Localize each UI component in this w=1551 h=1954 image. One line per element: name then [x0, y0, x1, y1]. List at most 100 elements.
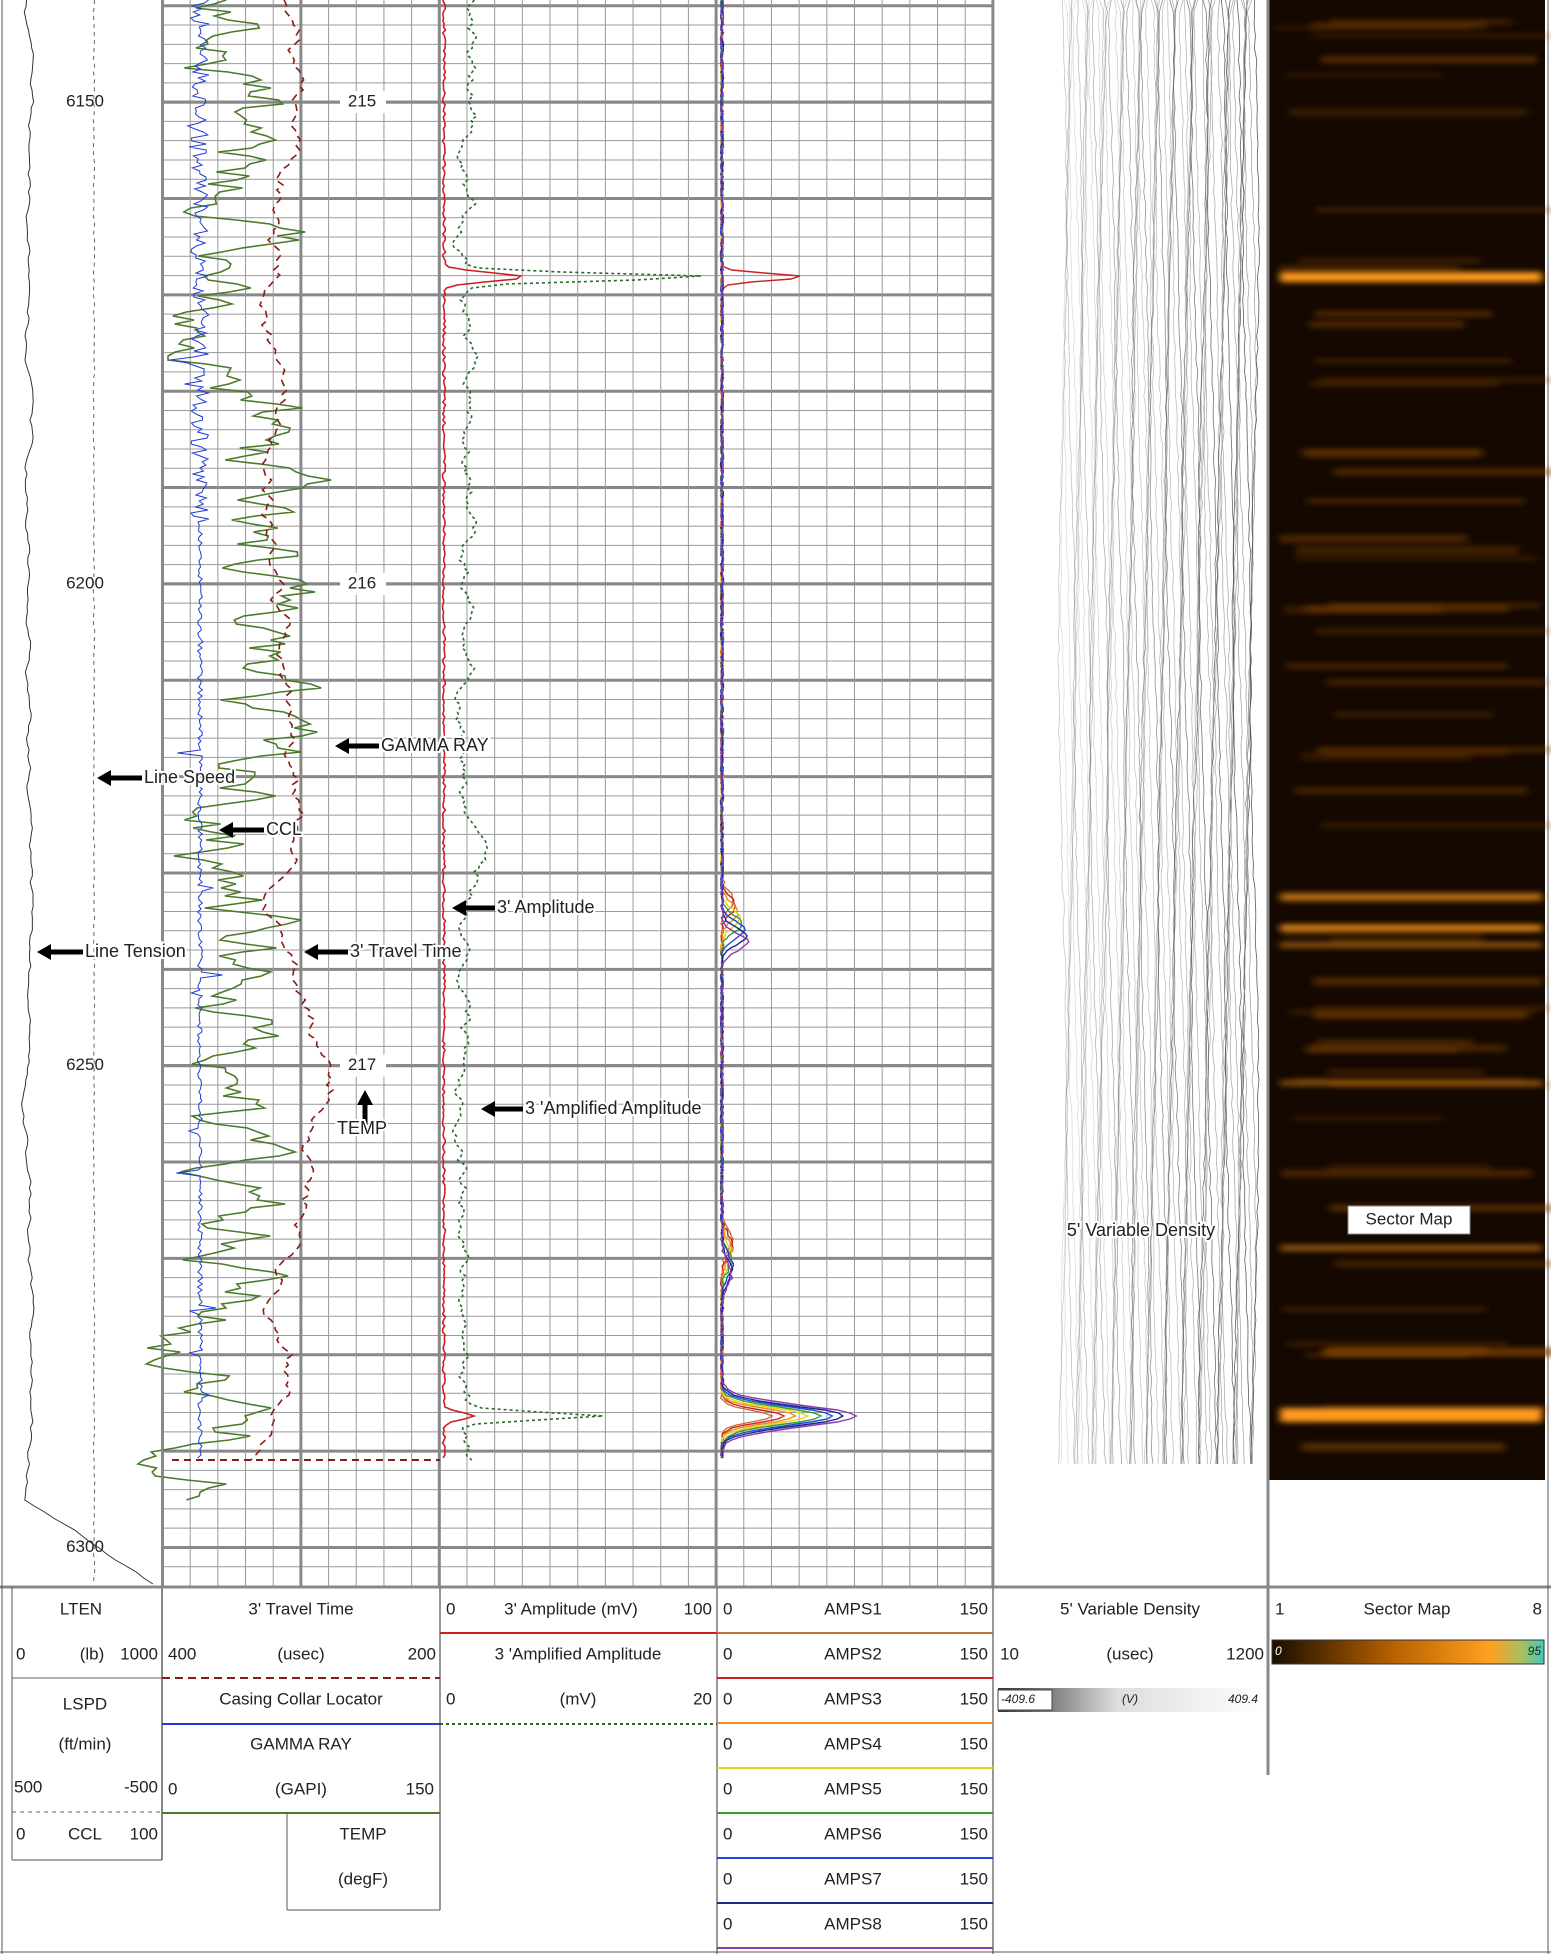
sector-band	[1280, 1080, 1542, 1086]
scale-min: 0	[723, 1644, 732, 1663]
arrow-head	[304, 944, 318, 960]
ccl-curve	[169, 0, 223, 1459]
scale-min: 0	[16, 1644, 25, 1663]
scale-min: 0	[1275, 1644, 1282, 1658]
scale-min: 0	[723, 1824, 732, 1843]
vdl-trace	[1098, 0, 1109, 1465]
label-box	[1347, 1205, 1471, 1235]
sector-band	[1330, 20, 1513, 25]
vdl-trace	[1183, 0, 1195, 1465]
annotation: TEMP	[337, 1118, 387, 1138]
vdl-trace	[1190, 0, 1202, 1465]
annotation: 3 'Amplified Amplitude	[525, 1098, 702, 1118]
curve-name: Sector Map	[1364, 1599, 1451, 1618]
vdl-trace	[1115, 0, 1126, 1465]
vdl-trace	[1057, 0, 1068, 1465]
unit: (usec)	[1106, 1644, 1153, 1663]
curve-name: AMPS2	[824, 1644, 882, 1663]
scale-max: 150	[960, 1644, 988, 1663]
curve-name: AMPS1	[824, 1599, 882, 1618]
line-speed-curve	[92, 0, 96, 1585]
vdl-trace	[1224, 0, 1236, 1465]
gamma-ray-curve	[136, 0, 332, 1501]
vdl-trace	[1084, 0, 1095, 1465]
sector-band	[1280, 893, 1542, 901]
vdl-trace	[1088, 0, 1100, 1465]
curve-name: 5' Variable Density	[1060, 1599, 1200, 1618]
scale-max: -500	[124, 1777, 158, 1796]
scale-min: 0	[723, 1599, 732, 1618]
arrow-head	[452, 900, 466, 916]
sector-band	[1301, 1443, 1505, 1451]
vdl-trace	[1149, 0, 1160, 1465]
curve-name: AMPS8	[824, 1914, 882, 1933]
time-mark: 216	[348, 573, 376, 592]
curve-name: AMPS4	[824, 1734, 882, 1753]
vdl-trace	[1142, 0, 1153, 1464]
scale-max: 150	[960, 1734, 988, 1753]
sector-band	[1275, 25, 1471, 30]
vdl-trace	[1246, 0, 1258, 1465]
scale-min: 400	[168, 1644, 196, 1663]
scale-min: 0	[723, 1914, 732, 1933]
curve-name: LTEN	[60, 1599, 102, 1618]
scale-min: 0	[16, 1824, 25, 1843]
scale-max: 150	[406, 1779, 434, 1798]
sector-band	[1327, 1070, 1485, 1075]
unit: (GAPI)	[275, 1779, 327, 1798]
unit: (V)	[1122, 1692, 1138, 1706]
scale-min: 10	[1000, 1644, 1019, 1663]
sector-band	[1284, 663, 1508, 669]
vdl-trace	[1157, 0, 1168, 1465]
depth-label: 6150	[66, 92, 104, 111]
annotation: 3' Amplitude	[497, 897, 595, 917]
sector-band	[1313, 1005, 1551, 1010]
scale-max: 200	[408, 1644, 436, 1663]
vdl-trace	[1129, 0, 1141, 1465]
curve-name: TEMP	[339, 1824, 386, 1843]
sector-band	[1291, 1116, 1443, 1121]
scale-max: 150	[960, 1779, 988, 1798]
line-tension-curve	[21, 0, 154, 1585]
scale-max: 150	[960, 1599, 988, 1618]
vdl-trace	[1059, 0, 1070, 1465]
annotation: Line Speed	[144, 767, 235, 787]
curve-name: AMPS7	[824, 1869, 882, 1888]
scale-min: 0	[723, 1734, 732, 1753]
arrow-head	[97, 770, 111, 786]
scale-max: 409.4	[1228, 1692, 1258, 1706]
annotation: 5' Variable Density	[1067, 1220, 1215, 1240]
sector-band	[1279, 265, 1460, 272]
vdl-trace	[1094, 0, 1105, 1465]
scale-min: -409.6	[1001, 1692, 1035, 1706]
sector-band	[1308, 320, 1465, 328]
curve-name: 3' Travel Time	[248, 1599, 353, 1618]
sector-band	[1320, 749, 1511, 757]
vdl-trace	[1099, 0, 1111, 1465]
scale-max: 1200	[1226, 1644, 1264, 1663]
scale-min: 0	[723, 1869, 732, 1888]
sector-band	[1280, 924, 1542, 932]
sector-band	[1307, 1044, 1506, 1052]
unit: (mV)	[560, 1689, 597, 1708]
annotation: Line Tension	[85, 941, 186, 961]
annotation: CCL	[266, 819, 302, 839]
vdl-trace	[1219, 0, 1231, 1465]
scale-max: 100	[130, 1824, 158, 1843]
curve-name: AMPS5	[824, 1779, 882, 1798]
sector-band	[1311, 33, 1551, 38]
sector-band	[1312, 977, 1544, 986]
vdl-trace	[1238, 0, 1249, 1465]
time-mark: 215	[348, 92, 376, 111]
amplitude-curve	[441, 0, 523, 1459]
vdl-trace	[1106, 0, 1117, 1465]
vdl-trace	[1063, 0, 1074, 1465]
vdl-trace	[1197, 0, 1209, 1465]
scale-max: 150	[960, 1869, 988, 1888]
scale-min: 0	[168, 1779, 177, 1798]
vdl-trace	[1202, 0, 1214, 1465]
curve-name: LSPD	[63, 1694, 107, 1713]
vdl-trace	[1209, 0, 1221, 1465]
scale-min: 0	[723, 1689, 732, 1708]
